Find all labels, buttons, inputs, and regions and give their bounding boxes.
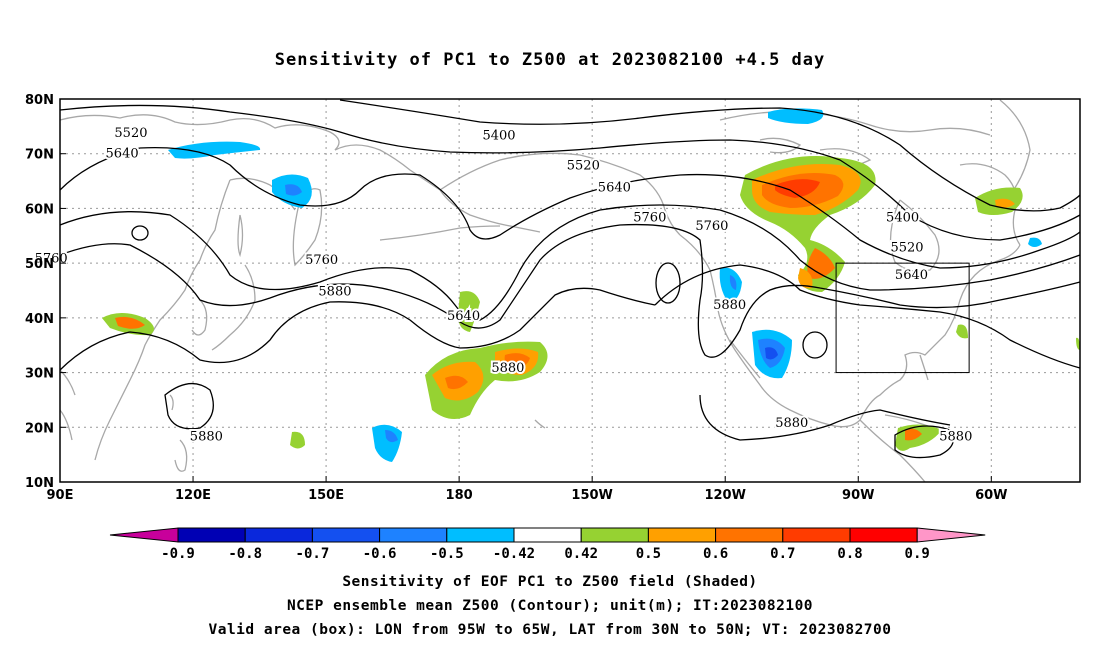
contour-label: 5400 — [886, 211, 919, 226]
contour-5880-east — [654, 264, 1081, 369]
colorbar-label: 0.42 — [564, 546, 598, 562]
colorbar-segment — [379, 527, 448, 543]
contour-label: 5880 — [713, 298, 746, 313]
colorbar-label: -0.9 — [161, 546, 195, 562]
lat-label: 50N — [25, 257, 54, 272]
shading-arctic-negative — [768, 108, 824, 124]
lon-label: 150W — [571, 488, 612, 503]
contour-5880 — [59, 287, 656, 371]
contour-label: 5640 — [895, 268, 928, 283]
lat-label: 40N — [25, 312, 54, 327]
lat-label: 10N — [25, 476, 54, 491]
map-frame — [59, 98, 1081, 483]
colorbar-segment — [647, 527, 717, 543]
contour-label: 5400 — [482, 129, 515, 144]
lon-label: 120W — [704, 488, 745, 503]
lat-label: 60N — [25, 202, 54, 217]
contour-5880-south — [699, 394, 951, 441]
lon-label: 90W — [842, 488, 874, 503]
colorbar-label: -0.7 — [296, 546, 330, 562]
colorbar-label: -0.6 — [363, 546, 397, 562]
contour-5760 — [59, 223, 1081, 358]
longitude-labels: 90E 120E 150E 180 150W 120W 90W 60W — [47, 476, 1008, 503]
contour-label: 5520 — [567, 159, 600, 174]
lat-label: 70N — [25, 148, 54, 163]
contour-label: 5640 — [447, 309, 480, 324]
colorbar-underflow — [109, 527, 179, 543]
contour-5640-west — [59, 146, 1081, 269]
shading-canada-positive — [740, 156, 876, 292]
caption-line-2: NCEP ensemble mean Z500 (Contour); unit(… — [286, 598, 814, 614]
lon-label: 180 — [446, 488, 473, 503]
shading-pacific-positive — [425, 291, 548, 419]
lon-label: 120E — [175, 488, 211, 503]
sensitivity-shading — [102, 108, 1080, 462]
colorbar-segment — [446, 527, 515, 543]
colorbar-segment — [513, 527, 582, 543]
colorbar-label: 0.8 — [837, 546, 862, 562]
valid-area-box — [835, 262, 970, 374]
contour-label: 5880 — [190, 429, 223, 444]
colorbar-label: 0.6 — [703, 546, 728, 562]
latitude-labels: 80N 70N 60N 50N 40N 30N 20N 10N — [25, 93, 66, 491]
colorbar-label: -0.5 — [430, 546, 464, 562]
contour-label: 5880 — [318, 285, 351, 300]
contour-label: 5880 — [775, 416, 808, 431]
caption-line-3: Valid area (box): LON from 95W to 65W, L… — [208, 622, 892, 638]
colorbar-label: 0.7 — [770, 546, 795, 562]
contour-label: 5520 — [114, 126, 147, 141]
contour-label: 5760 — [695, 219, 728, 234]
colorbar-segment — [849, 527, 918, 543]
colorbar-segment — [244, 527, 313, 543]
map-plot: 5520564054005520564057605760540055205640… — [33, 98, 1081, 483]
contour-label: 5640 — [106, 147, 139, 162]
z500-contours — [59, 99, 1081, 459]
contour-label: 5760 — [305, 253, 338, 268]
colorbar-label: -0.42 — [493, 546, 535, 562]
contour-5400 — [339, 99, 1081, 212]
lat-label: 80N — [25, 93, 54, 108]
lon-label: 150E — [308, 488, 344, 503]
colorbar-label: -0.8 — [228, 546, 262, 562]
colorbar-segment — [177, 527, 246, 543]
colorbar-label: 0.9 — [905, 546, 930, 562]
contour-label: 5760 — [633, 211, 666, 226]
contour-5520 — [59, 104, 1081, 241]
contour-label: 5880 — [939, 429, 972, 444]
caption-line-1: Sensitivity of EOF PC1 to Z500 field (Sh… — [342, 574, 758, 590]
figure-title: Sensitivity of PC1 to Z500 at 2023082100… — [274, 50, 826, 70]
colorbar-segment — [311, 527, 381, 543]
contour-label: 5880 — [491, 361, 524, 376]
shading-siberia-negative — [168, 141, 261, 159]
contour-label: 5520 — [890, 241, 923, 256]
colorbar-overflow — [916, 527, 986, 543]
colorbar-segment — [782, 527, 851, 543]
contour-label: 5640 — [598, 181, 631, 196]
lat-label: 20N — [25, 421, 54, 436]
lat-label: 30N — [25, 367, 54, 382]
colorbar-segment — [580, 527, 649, 543]
lon-label: 90E — [47, 488, 74, 503]
coastlines — [59, 99, 1031, 483]
colorbar: -0.9 -0.8 -0.7 -0.6 -0.5 -0.42 0.42 0.5 0.6 0.7 0.… — [109, 527, 986, 562]
contour-5640 — [59, 204, 1081, 322]
lon-label: 60W — [975, 488, 1007, 503]
colorbar-segment — [715, 527, 784, 543]
contour-labels: 5520564054005520564057605760540055205640… — [33, 124, 975, 447]
colorbar-label: 0.5 — [636, 546, 661, 562]
